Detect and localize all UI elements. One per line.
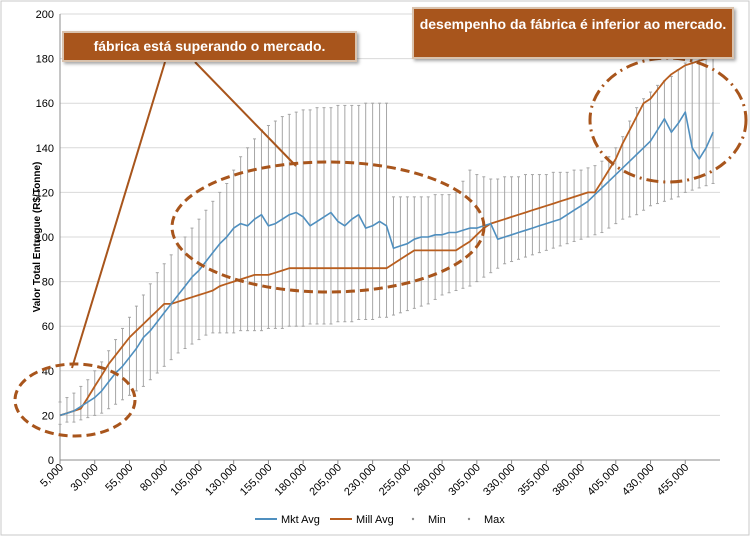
legend-swatch-min bbox=[411, 517, 415, 521]
legend-label-mkt-avg: Mkt Avg bbox=[281, 514, 320, 526]
y-tick-label: 160 bbox=[36, 98, 54, 110]
y-tick-label: 180 bbox=[36, 54, 54, 66]
callout-connector-mid bbox=[194, 61, 297, 167]
legend-swatch-max bbox=[467, 517, 471, 521]
y-tick-label: 200 bbox=[36, 9, 54, 21]
legend-label-min: Min bbox=[428, 514, 446, 526]
callout-mill-outperforming: fábrica está superando o mercado. bbox=[62, 31, 357, 62]
highlight-ellipse-low-volume bbox=[13, 362, 137, 438]
y-tick-label: 80 bbox=[42, 277, 54, 289]
y-tick-label: 60 bbox=[42, 321, 54, 333]
y-tick-label: 20 bbox=[42, 410, 54, 422]
legend: Mkt Avg Mill Avg Min Max bbox=[255, 514, 505, 526]
y-tick-label: 140 bbox=[36, 143, 54, 155]
series-line-mill-avg bbox=[59, 55, 714, 417]
legend-label-mill-avg: Mill Avg bbox=[356, 514, 394, 526]
y-tick-label: 120 bbox=[36, 187, 54, 199]
callout-connector-low bbox=[71, 61, 166, 369]
legend-label-max: Max bbox=[484, 514, 505, 526]
callout-mill-underperforming: desempenho da fábrica é inferior ao merc… bbox=[412, 7, 734, 59]
y-tick-label: 100 bbox=[36, 232, 54, 244]
series-line-mkt-avg bbox=[59, 111, 714, 417]
y-axis-title: Valor Total Entregue (R$/Tonne) bbox=[32, 162, 43, 313]
highlight-ellipse-mid-volume bbox=[170, 160, 486, 294]
series-lines bbox=[59, 55, 714, 417]
y-tick-label: 0 bbox=[48, 455, 54, 467]
